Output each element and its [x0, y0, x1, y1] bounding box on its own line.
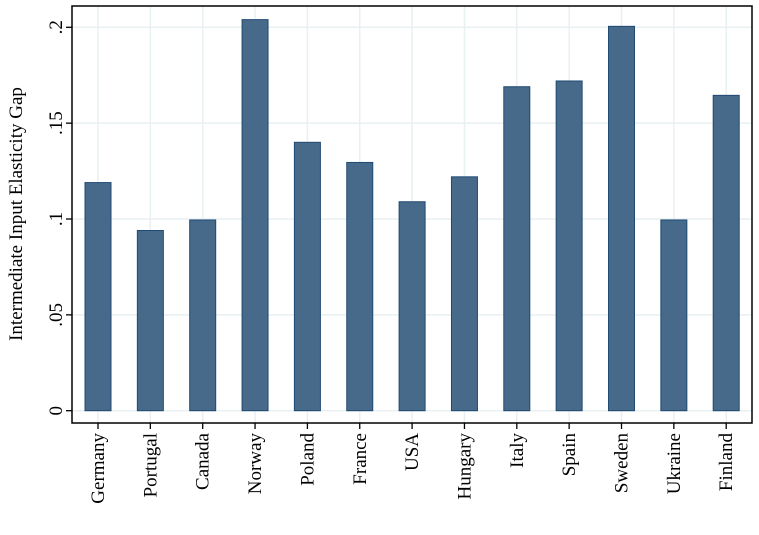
y-axis-label: Intermediate Input Elasticity Gap	[6, 87, 27, 341]
y-axis: 0 .05 .1 .15 .2	[46, 20, 72, 415]
x-tick-label: Italy	[507, 433, 528, 468]
x-tick-label: Sweden	[612, 433, 633, 494]
x-axis: Germany Portugal Canada Norway Poland France U…	[88, 423, 737, 504]
y-tick-label: 0	[46, 406, 67, 416]
bar-canada	[189, 219, 217, 412]
x-tick-label: Finland	[716, 433, 737, 492]
bar-sweden	[608, 25, 635, 412]
bar-germany	[84, 182, 112, 412]
bar-france	[346, 161, 374, 412]
bar-norway	[241, 19, 269, 412]
x-tick-label: Portugal	[140, 433, 161, 497]
x-tick-label: Germany	[88, 433, 109, 504]
x-tick-label: Canada	[193, 432, 214, 490]
y-tick-label: .2	[46, 20, 67, 34]
bar-ukraine	[660, 219, 688, 412]
bar-finland	[712, 94, 740, 412]
x-tick-label: France	[350, 433, 371, 485]
x-tick-label: Poland	[297, 433, 318, 486]
x-tick-label: Spain	[559, 433, 580, 477]
bar-poland	[293, 141, 321, 412]
y-tick-label: .15	[46, 111, 67, 135]
x-tick-label: Ukraine	[664, 433, 685, 494]
y-tick-label: .05	[46, 303, 67, 327]
x-tick-label: Hungary	[454, 433, 475, 500]
bar-spain	[555, 80, 583, 412]
bar-portugal	[136, 230, 164, 412]
bar-italy	[503, 86, 531, 412]
x-tick-label: Norway	[245, 433, 266, 495]
y-tick-label: .1	[46, 212, 67, 226]
x-tick-label: USA	[402, 433, 423, 471]
bar-usa	[398, 201, 426, 412]
bars	[84, 19, 740, 412]
bar-hungary	[450, 176, 478, 412]
